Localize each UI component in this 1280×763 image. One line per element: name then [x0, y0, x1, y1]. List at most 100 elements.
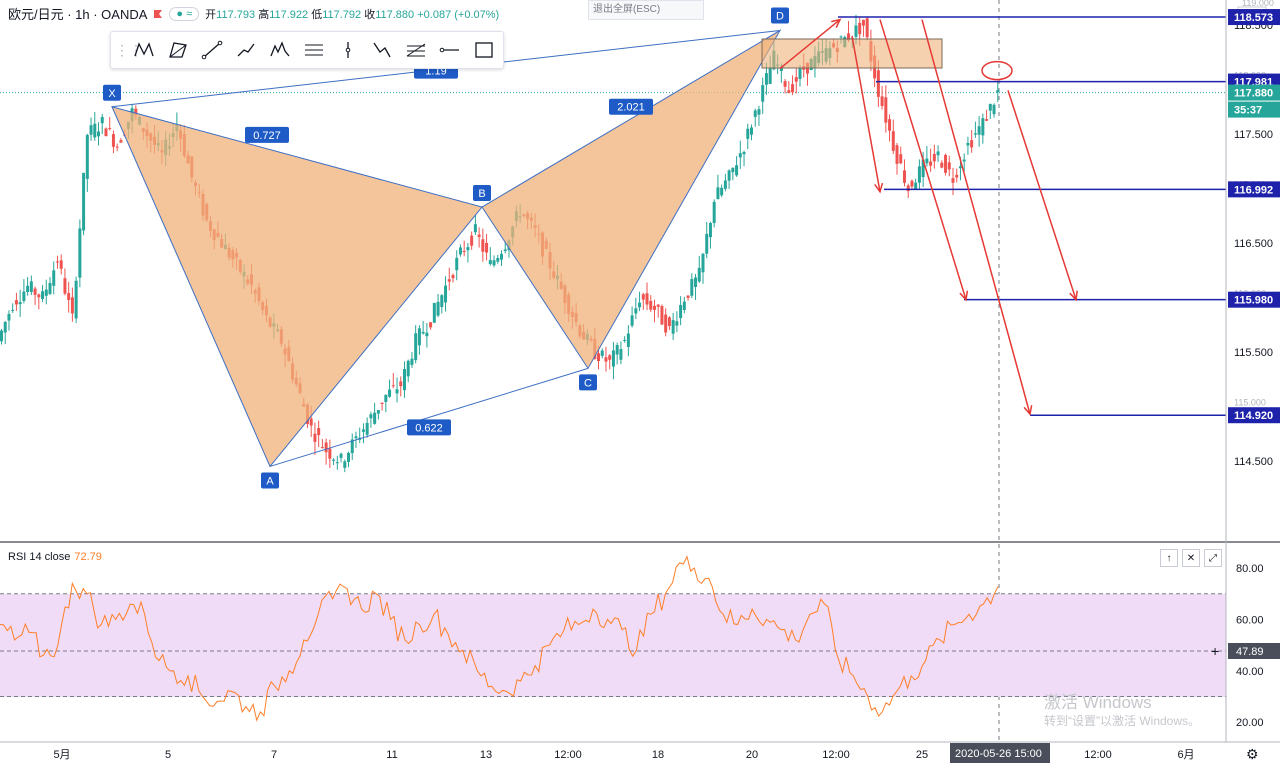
candle-body [746, 128, 750, 139]
vertical-line-icon[interactable] [331, 35, 365, 65]
candle-body [317, 428, 321, 436]
candle-body [3, 321, 7, 333]
candle-body [988, 103, 992, 111]
projection-arrowhead [1023, 405, 1033, 416]
candle-body [880, 96, 884, 106]
candle-body [425, 332, 429, 337]
candle-body [48, 282, 52, 294]
pattern-point-badge [103, 84, 121, 101]
candle-body [354, 436, 358, 439]
pattern-point-badge [771, 7, 789, 24]
prz-box [761, 38, 943, 69]
rsi-label: RSI 14 close [8, 551, 71, 563]
candle-body [488, 260, 492, 265]
candle-body [361, 429, 365, 432]
cypher-pattern-icon[interactable] [161, 35, 195, 65]
candle-body [365, 422, 369, 435]
market-status-pill[interactable]: ● ≈ [169, 6, 200, 21]
candle-body [895, 145, 899, 164]
exit-fullscreen-button[interactable]: 退出全屏(ESC) [588, 0, 704, 20]
candle-body [11, 309, 15, 311]
candle-body [29, 281, 33, 292]
rsi-crosshair-label: 47.89 [1236, 646, 1264, 658]
candle-body [861, 19, 865, 26]
pattern-point-badge [579, 374, 597, 391]
highlight-ellipse [981, 60, 1013, 81]
candle-body [902, 170, 906, 183]
polyline-icon[interactable] [229, 35, 263, 65]
price-label-box [1228, 407, 1280, 424]
high-label: 高 [258, 8, 270, 21]
change-value: +0.087 (+0.07%) [417, 8, 500, 21]
candle-body [667, 317, 671, 327]
projection-arrow [879, 19, 967, 300]
candle-body [634, 308, 638, 314]
candle-body [626, 333, 630, 347]
candle-body [597, 353, 601, 362]
target-levels [838, 16, 1226, 416]
candle-body [858, 22, 862, 35]
rsi-band [0, 594, 1226, 697]
rectangle-icon[interactable] [467, 35, 501, 65]
candle-body [500, 253, 503, 260]
flag-icon[interactable] [153, 9, 163, 19]
candle-body [865, 18, 869, 38]
elliott-wave-icon[interactable] [263, 35, 297, 65]
activation-watermark-text: 转到“设置”以激活 Windows。 [1044, 714, 1201, 728]
candle-body [705, 233, 709, 254]
candle-body [981, 118, 985, 136]
move-up-icon[interactable]: ↑ [1160, 549, 1178, 567]
candle-body [37, 294, 41, 298]
price-label-box [1228, 9, 1280, 26]
parallel-channel-icon[interactable] [297, 35, 331, 65]
candle-body [74, 280, 78, 319]
maximize-icon[interactable]: ⤢ [1204, 549, 1222, 567]
candle-body [67, 293, 71, 300]
candle-body [343, 461, 347, 468]
candle-body [649, 300, 653, 310]
candle-body [395, 389, 399, 394]
fib-icon[interactable] [399, 35, 433, 65]
candle-body [914, 182, 918, 190]
horizontal-ray-icon[interactable] [433, 35, 467, 65]
price-label: 118.573 [1234, 12, 1273, 24]
candle-body [134, 108, 138, 116]
symbol-title[interactable]: 欧元/日元 · 1h · OANDA [8, 7, 148, 22]
candle-body [787, 90, 791, 94]
ohlc-readout: 开117.793 高117.922 低117.792 收117.880 +0.0… [205, 6, 499, 22]
candle-body [720, 187, 724, 196]
xabcd-pattern-icon[interactable] [127, 35, 161, 65]
candle-body [26, 285, 30, 293]
candle-body [78, 228, 82, 278]
candle-body [44, 289, 48, 296]
candle-body [320, 447, 324, 449]
close-icon[interactable]: ✕ [1182, 549, 1200, 567]
abcd-pattern-icon[interactable] [365, 35, 399, 65]
candle-body [940, 162, 944, 168]
candle-body [55, 261, 59, 263]
candle-body [63, 278, 67, 294]
candle-body [440, 295, 444, 307]
trend-line-icon[interactable] [195, 35, 229, 65]
time-tick-label: 12:00 [554, 749, 582, 761]
candle-body [369, 414, 373, 419]
candle-body [350, 439, 354, 454]
price-label-box [1228, 84, 1280, 101]
projection-arrowhead [831, 18, 842, 29]
price-label-box [1228, 181, 1280, 198]
candle-body [757, 109, 761, 115]
candle-body [664, 314, 668, 333]
candle-body [675, 321, 679, 326]
pane-buttons: ↑ ✕ ⤢ [1160, 549, 1222, 567]
candle-body [414, 333, 418, 361]
candle-body [779, 66, 783, 71]
time-tick-label: 5月 [53, 749, 70, 761]
candle-body [906, 185, 910, 192]
candle-body [652, 305, 656, 310]
rsi-value: 72.79 [74, 551, 102, 563]
candle-body [604, 357, 608, 362]
candle-body [932, 153, 936, 162]
price-label: 115.980 [1234, 295, 1273, 307]
drag-handle-icon[interactable]: ⋮⋮ [115, 42, 143, 58]
